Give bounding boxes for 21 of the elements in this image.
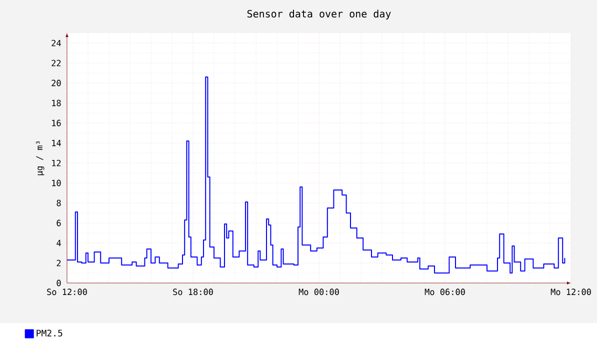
y-tick-label: 12 bbox=[52, 160, 61, 166]
x-tick-label: Mo 06:00 bbox=[424, 288, 465, 296]
y-tick-label: 10 bbox=[52, 180, 61, 186]
y-axis-title: µg / m³ bbox=[36, 141, 44, 176]
y-tick-label: 0 bbox=[56, 280, 61, 286]
y-tick-label: 18 bbox=[52, 100, 61, 106]
legend-label: PM2.5 bbox=[36, 330, 62, 337]
y-tick-label: 14 bbox=[52, 140, 61, 146]
y-tick-label: 22 bbox=[52, 60, 61, 66]
y-tick-label: 2 bbox=[56, 260, 61, 266]
x-tick-label: Mo 12:00 bbox=[550, 288, 591, 296]
x-tick-label: So 18:00 bbox=[173, 288, 213, 296]
x-tick-label: Mo 00:00 bbox=[298, 288, 339, 296]
chart-title: Sensor data over one day bbox=[247, 10, 391, 20]
y-tick-label: 8 bbox=[56, 200, 61, 206]
y-tick-label: 6 bbox=[56, 220, 61, 226]
y-tick-label: 4 bbox=[56, 240, 61, 246]
x-tick-label: So 12:00 bbox=[47, 288, 87, 296]
y-tick-label: 20 bbox=[52, 80, 61, 86]
y-tick-label: 16 bbox=[52, 120, 61, 126]
y-tick-label: 24 bbox=[52, 40, 61, 46]
